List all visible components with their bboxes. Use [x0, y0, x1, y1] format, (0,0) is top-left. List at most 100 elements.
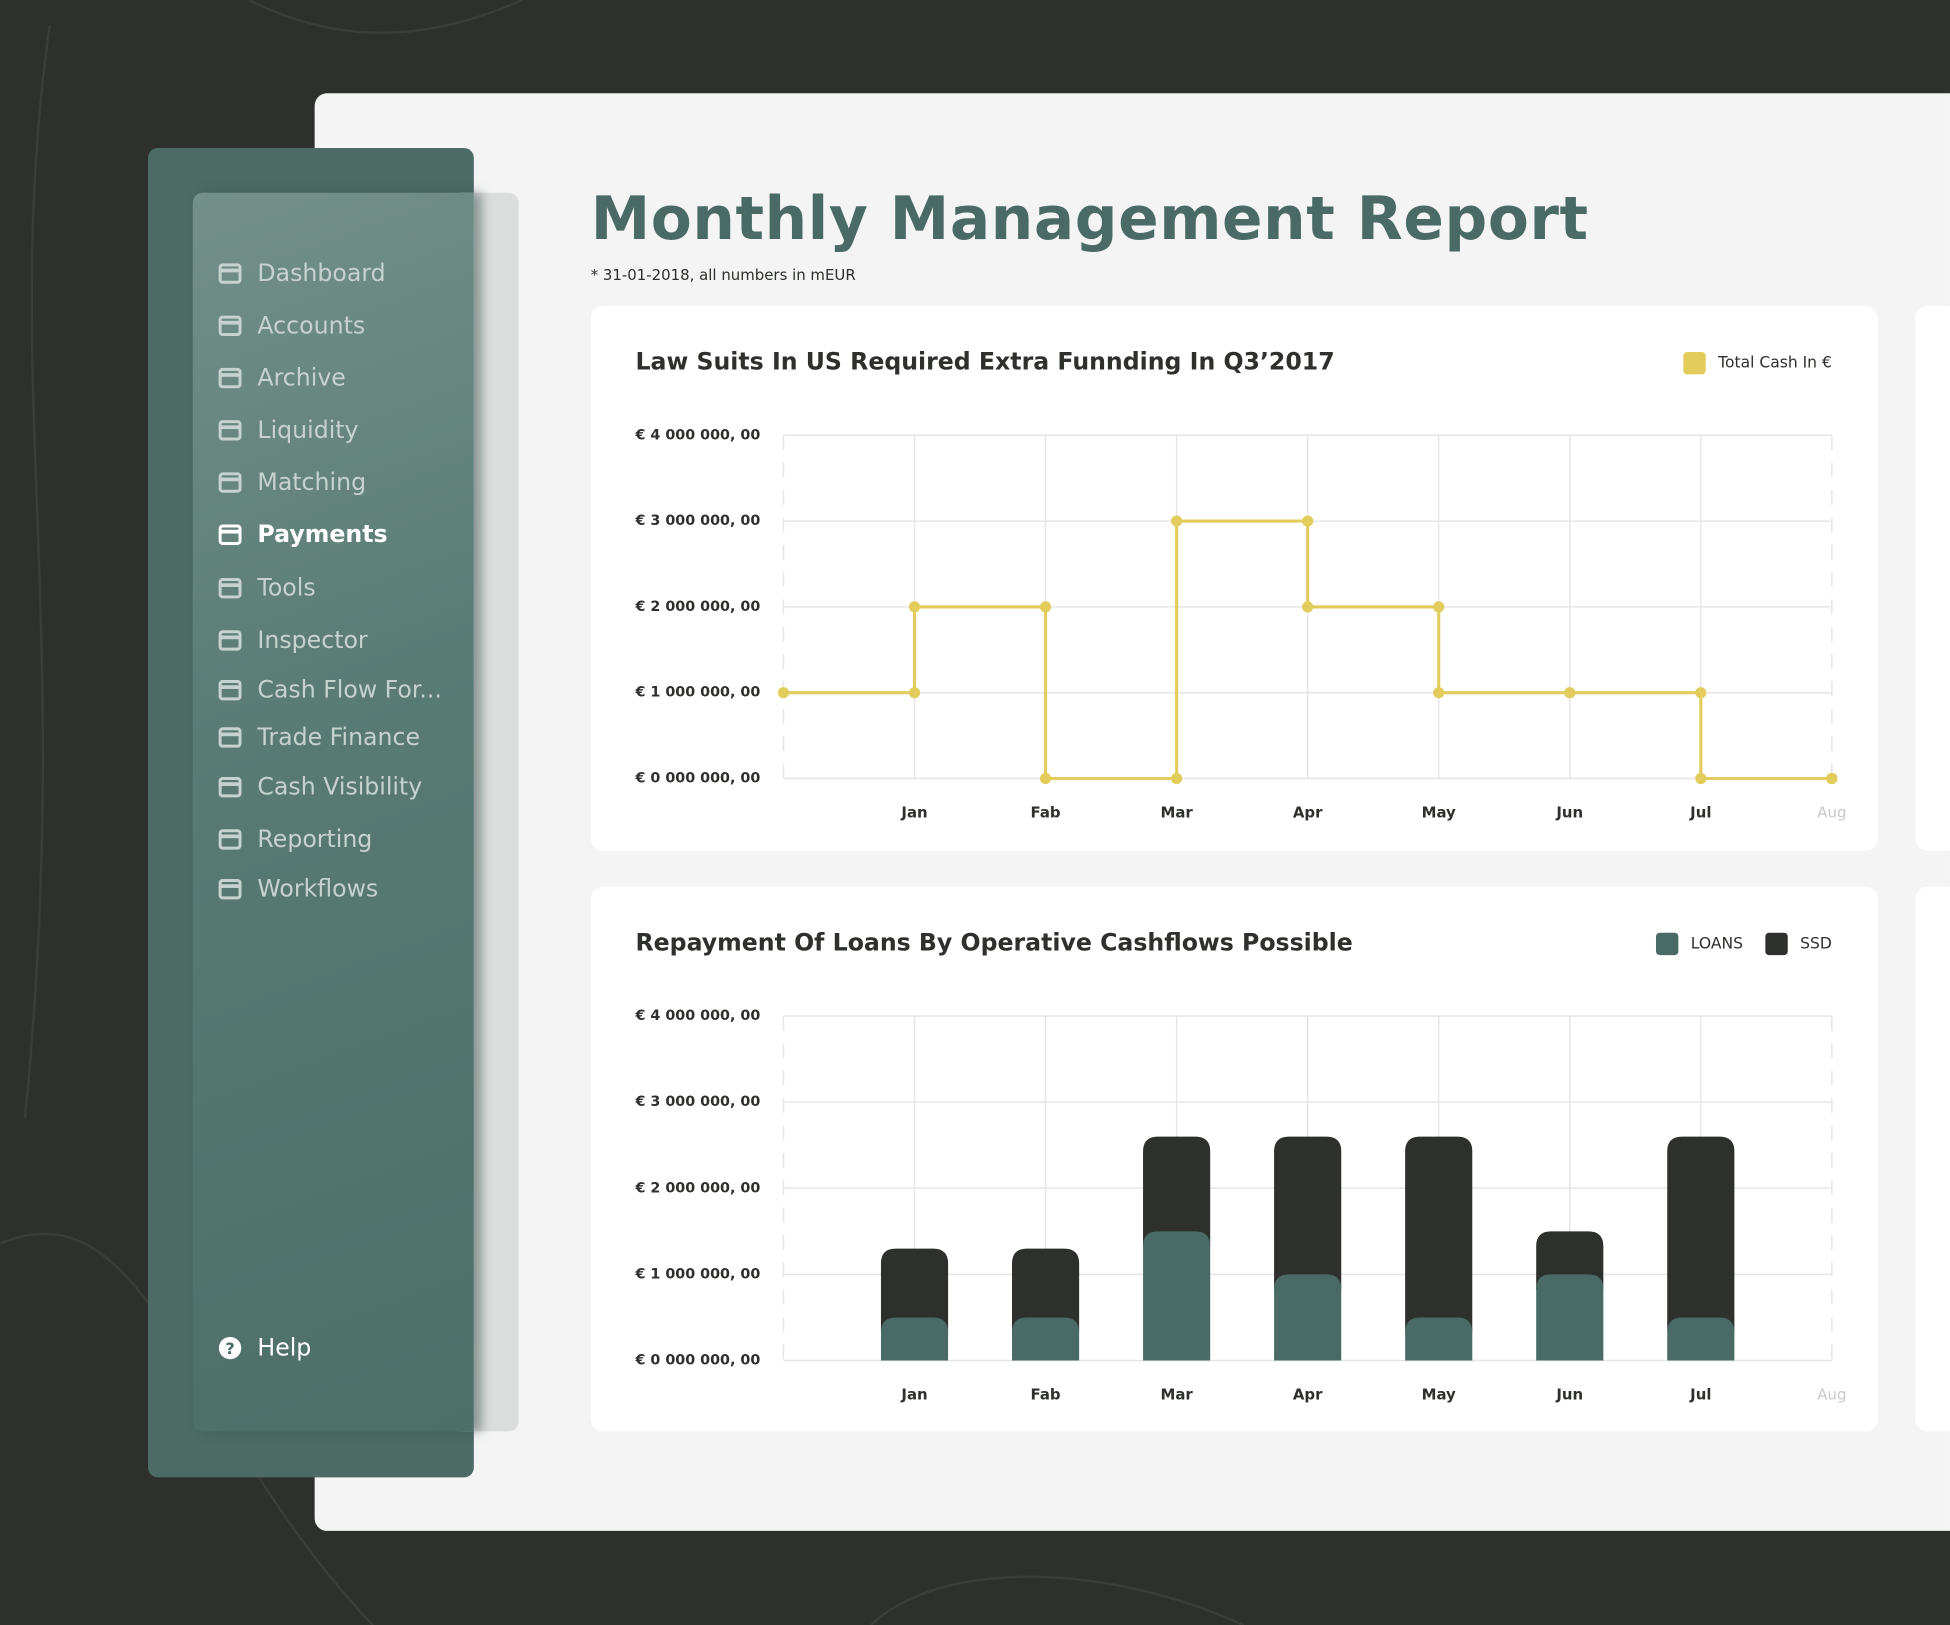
nav-icon	[218, 630, 242, 651]
point	[1171, 515, 1183, 527]
nav-item[interactable]: Matching	[218, 469, 366, 496]
nav-label: Workflows	[257, 875, 379, 903]
svg-text:?: ?	[225, 1339, 234, 1358]
point	[1433, 687, 1445, 699]
nav-label: Matching	[257, 468, 367, 497]
nav-icon	[218, 472, 242, 493]
x-tick-label: Fab	[1031, 1385, 1061, 1403]
nav-item[interactable]: Payments	[218, 521, 388, 548]
point	[908, 687, 921, 699]
x-tick-label: Mar	[1160, 803, 1193, 821]
point	[1826, 772, 1838, 785]
nav-label: Dashboard	[257, 259, 386, 288]
nav-icon	[218, 578, 242, 599]
y-tick-label: € 1 000 000, 00	[634, 1266, 760, 1282]
nav-label: Accounts	[257, 312, 366, 340]
nav-label: Reporting	[257, 825, 373, 854]
help-label: Help	[257, 1334, 312, 1362]
nav-item[interactable]: Dashboard	[218, 260, 386, 287]
sidebar	[192, 192, 474, 1432]
nav-icon	[218, 878, 242, 900]
nav-item[interactable]: Reporting	[218, 825, 373, 854]
chart-card	[590, 305, 1878, 851]
nav-item[interactable]: Archive	[218, 364, 346, 392]
y-tick-label: € 0 000 000, 00	[634, 1353, 760, 1369]
nav-item[interactable]: Inspector	[218, 627, 368, 654]
x-tick-label: Jan	[900, 1385, 927, 1403]
bar-segment	[880, 1248, 949, 1333]
nav-label: Archive	[257, 364, 346, 392]
bar-segment	[1143, 1136, 1211, 1247]
point	[1039, 772, 1052, 785]
legend-label: Total Cash In €	[1717, 354, 1832, 372]
x-tick-label: Aug	[1817, 803, 1846, 821]
y-tick-label: € 3 000 000, 00	[634, 1094, 760, 1110]
nav-item[interactable]: Accounts	[218, 312, 366, 340]
bar-segment	[1405, 1317, 1473, 1361]
chart-card-partial	[1915, 886, 1950, 1432]
help-icon: ?	[218, 1336, 242, 1360]
bar-segment	[1405, 1136, 1473, 1333]
point	[1171, 772, 1183, 785]
y-tick-label: € 3 000 000, 00	[634, 513, 760, 529]
page-subtitle: * 31-01-2018, all numbers in mEUR	[590, 266, 856, 284]
nav-icon	[218, 680, 242, 701]
bar-segment	[1011, 1317, 1080, 1361]
y-tick-label: € 4 000 000, 00	[634, 1008, 760, 1024]
point	[1302, 601, 1314, 613]
legend-label: SSD	[1800, 934, 1832, 952]
point	[1695, 687, 1707, 699]
nav-item[interactable]: Workflows	[218, 875, 379, 903]
nav-icon	[218, 420, 242, 441]
nav-icon	[218, 727, 242, 748]
x-tick-label: Jan	[900, 803, 927, 821]
nav-icon	[218, 829, 242, 850]
x-tick-label: Jun	[1555, 803, 1583, 821]
nav-item[interactable]: Tools	[218, 575, 316, 602]
y-tick-label: € 0 000 000, 00	[634, 771, 760, 787]
nav-icon	[218, 777, 242, 798]
nav-item[interactable]: Liquidity	[218, 417, 359, 444]
x-tick-label: May	[1422, 1385, 1456, 1403]
legend-swatch	[1655, 932, 1679, 956]
help-link[interactable]: ? Help	[218, 1334, 312, 1362]
nav-label: Liquidity	[257, 416, 359, 444]
nav-label: Cash Visibility	[257, 773, 423, 801]
y-tick-label: € 2 000 000, 00	[634, 1180, 760, 1196]
nav-item[interactable]: Trade Finance	[218, 724, 420, 751]
x-tick-label: Fab	[1031, 803, 1061, 821]
legend-swatch	[1765, 932, 1788, 956]
x-tick-label: May	[1422, 803, 1456, 821]
nav-icon	[218, 263, 242, 284]
point	[1433, 601, 1445, 613]
bar-segment	[1274, 1136, 1342, 1290]
bar-segment	[1667, 1317, 1735, 1361]
point	[1564, 687, 1576, 699]
x-tick-label: Apr	[1293, 803, 1323, 821]
bar-segment	[880, 1317, 949, 1361]
nav-icon	[218, 367, 242, 389]
legend-label: LOANS	[1691, 934, 1743, 952]
x-tick-label: Mar	[1160, 1385, 1193, 1403]
nav-label: Inspector	[257, 626, 368, 655]
bar-segment	[1667, 1136, 1735, 1333]
point	[777, 687, 790, 699]
nav-icon	[218, 315, 242, 337]
nav-label: Payments	[257, 521, 388, 549]
point	[1039, 601, 1052, 613]
nav-label: Tools	[257, 574, 316, 602]
nav-icon	[218, 524, 242, 545]
y-tick-label: € 4 000 000, 00	[634, 427, 760, 443]
chart-card	[590, 886, 1878, 1432]
nav-item[interactable]: Cash Flow For...	[218, 677, 442, 704]
x-tick-label: Jun	[1555, 1385, 1583, 1403]
x-tick-label: Aug	[1817, 1385, 1846, 1403]
nav-label: Cash Flow For...	[257, 676, 442, 704]
x-tick-label: Jul	[1689, 803, 1711, 821]
x-tick-label: Apr	[1293, 1385, 1323, 1403]
bar-segment	[1536, 1274, 1604, 1361]
nav-item[interactable]: Cash Visibility	[218, 773, 423, 801]
